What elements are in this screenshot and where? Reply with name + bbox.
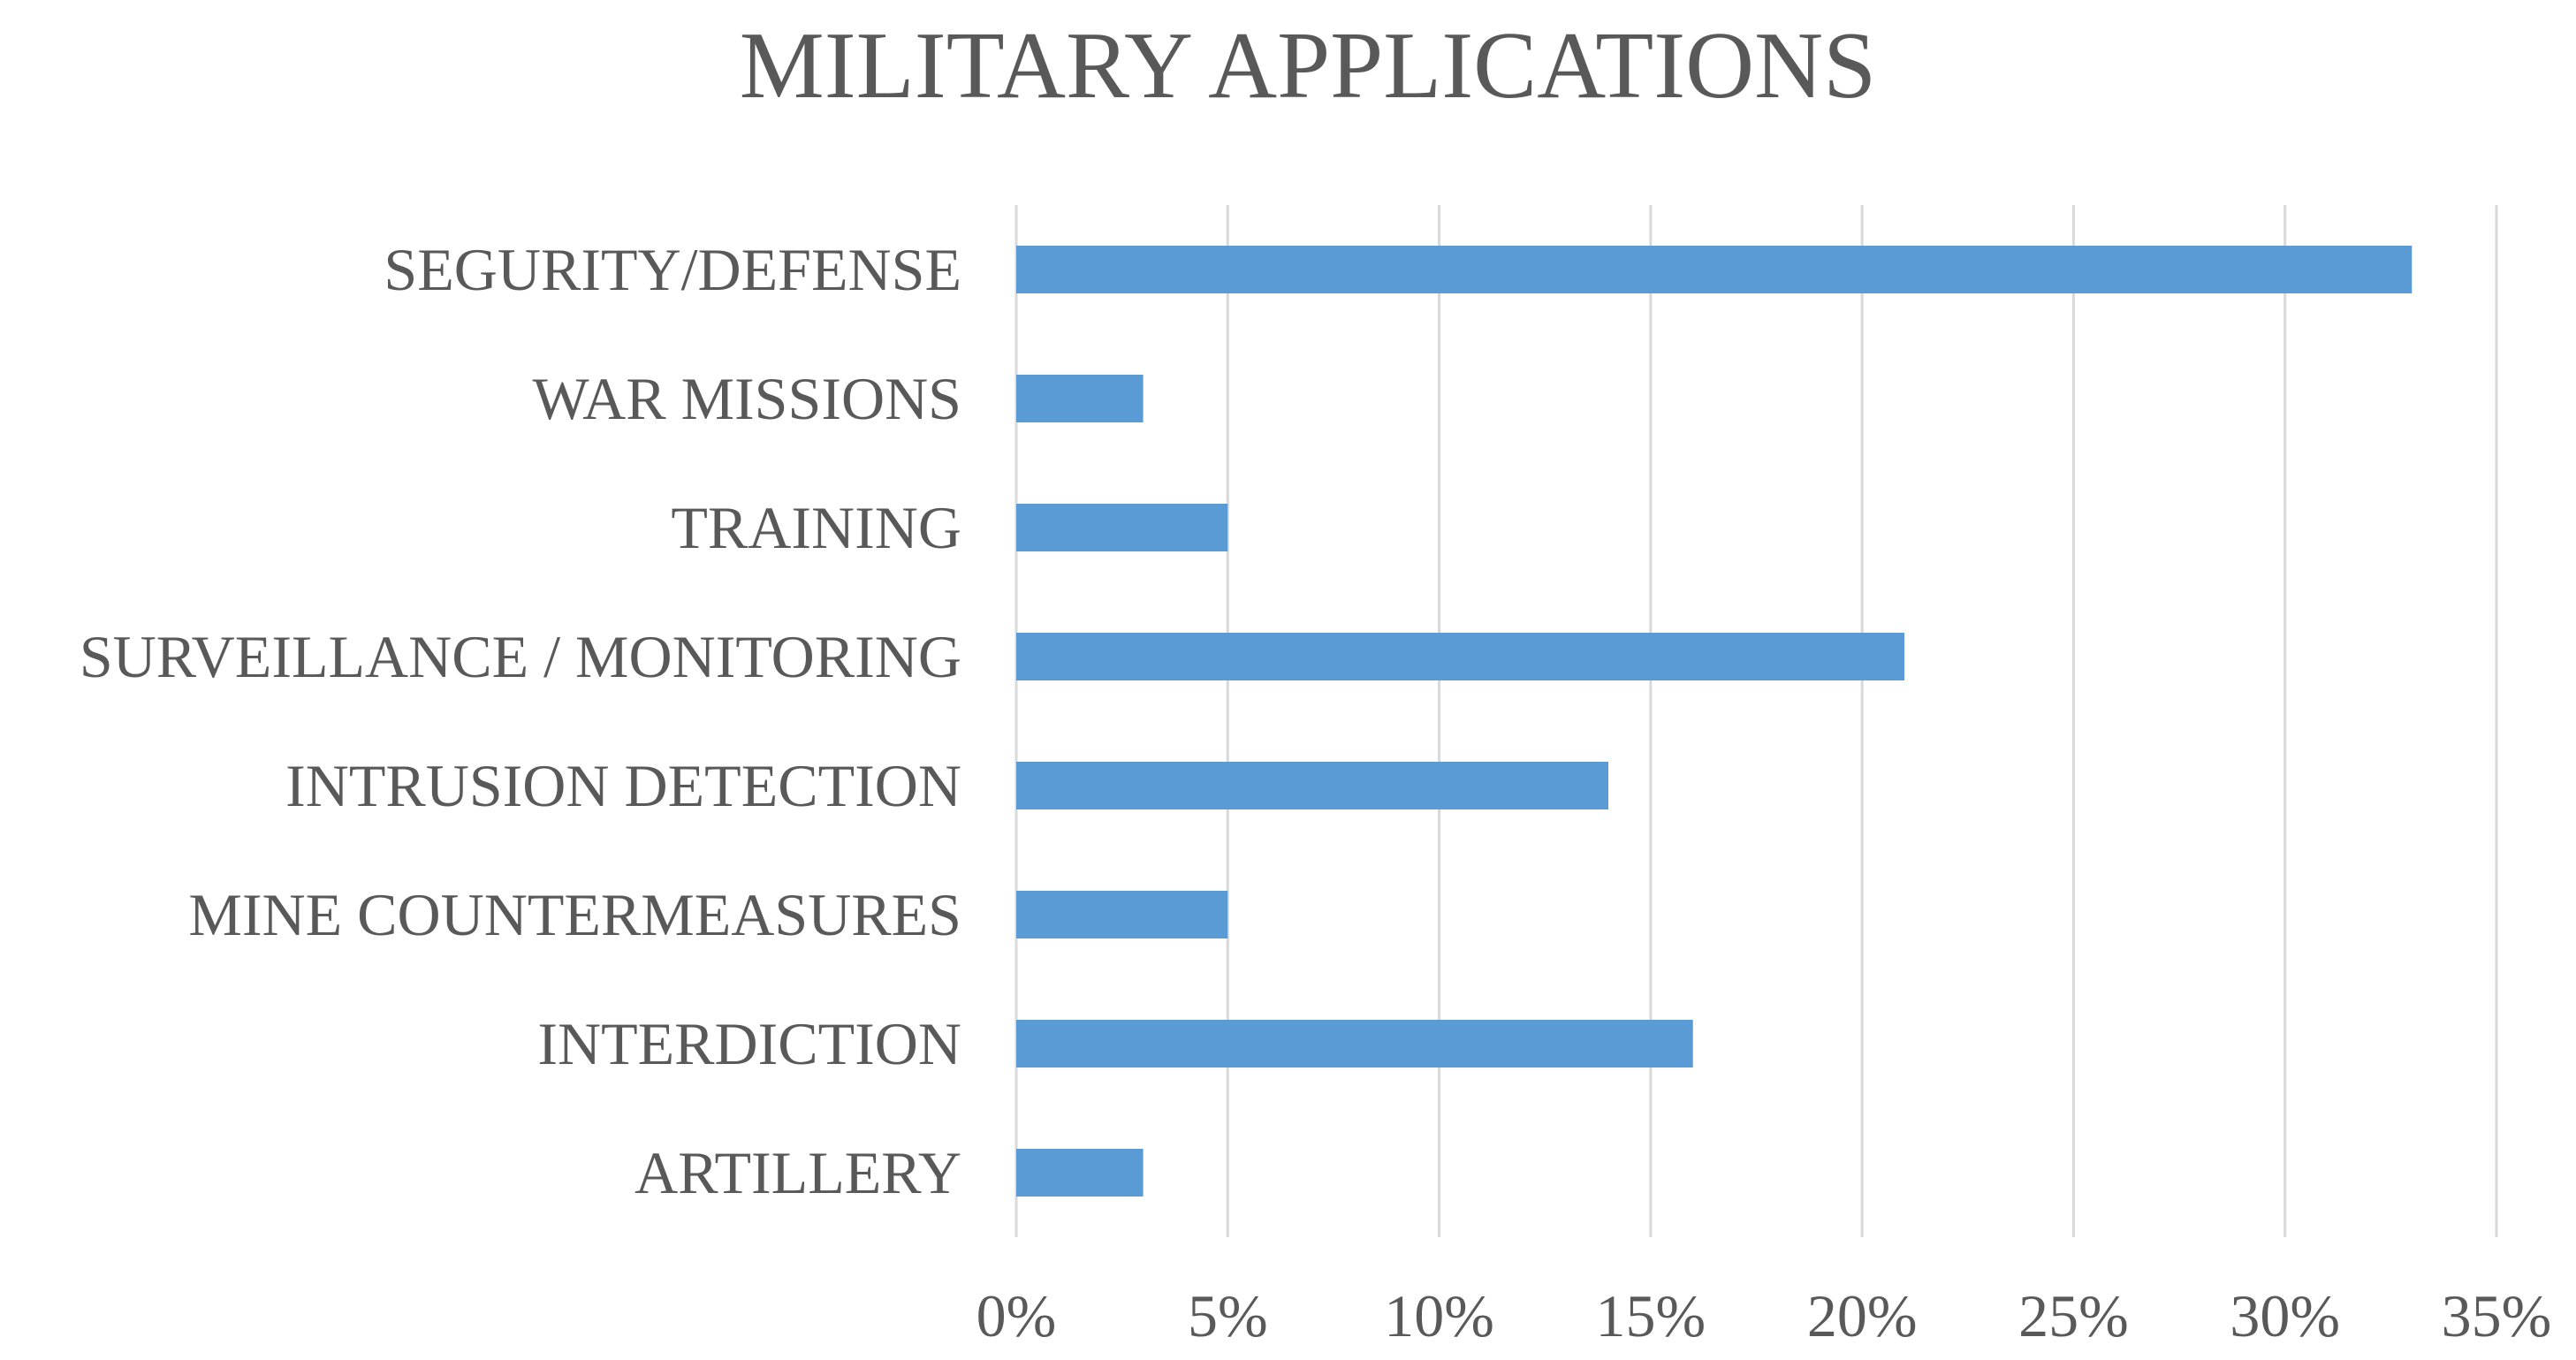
x-tick-label-1: 5% [1188,1282,1268,1349]
x-tick-label-5: 25% [2018,1282,2129,1349]
bar-2 [1016,504,1228,551]
bar-6 [1016,1020,1693,1067]
category-label-7: ARTILLERY [635,1139,961,1206]
x-tick-label-4: 20% [1807,1282,1918,1349]
chart-title: MILITARY APPLICATIONS [740,13,1876,118]
category-label-4: INTRUSION DETECTION [285,752,961,819]
x-tick-label-2: 10% [1384,1282,1494,1349]
category-label-6: INTERDICTION [537,1010,961,1077]
category-label-0: SEGURITY/DEFENSE [384,236,961,303]
category-label-2: TRAINING [671,494,961,561]
category-labels: SEGURITY/DEFENSE WAR MISSIONS TRAINING SURV… [80,236,961,1206]
category-label-1: WAR MISSIONS [532,365,961,432]
bar-7 [1016,1149,1144,1197]
bar-0 [1016,246,2413,293]
x-tick-label-3: 15% [1596,1282,1706,1349]
x-tick-label-6: 30% [2230,1282,2340,1349]
bar-5 [1016,891,1228,938]
tick-labels: 0% 5% 10% 15% 20% 25% 30% 35% [976,1282,2552,1349]
bars-layer [1016,246,2413,1197]
category-label-5: MINE COUNTERMEASURES [188,881,961,948]
bar-4 [1016,762,1608,809]
x-tick-label-0: 0% [976,1282,1057,1349]
category-label-3: SURVEILLANCE / MONITORING [80,623,961,690]
x-tick-label-7: 35% [2442,1282,2552,1349]
bar-1 [1016,375,1144,422]
grid-layer [1014,205,2498,1237]
bar-3 [1016,633,1904,680]
